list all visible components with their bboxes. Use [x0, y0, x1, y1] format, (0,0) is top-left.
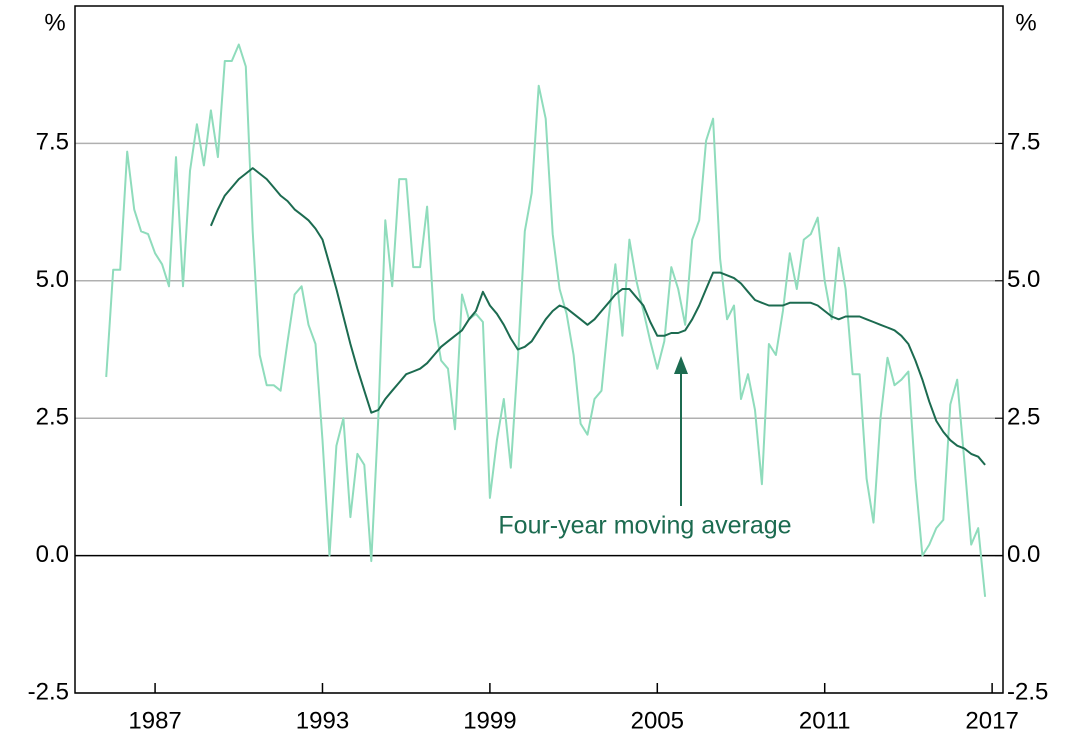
series-line [209, 167, 986, 466]
x-tick-label: 2011 [799, 707, 851, 734]
x-tick-label: 1999 [463, 707, 516, 734]
x-tick-label: 2017 [965, 707, 1018, 734]
x-tick-label: 2005 [631, 707, 684, 734]
y-unit-label: % [44, 9, 65, 36]
x-tick-label: 1993 [296, 707, 349, 734]
annotation: Four-year moving average [498, 512, 791, 540]
annotation-arrowhead [674, 356, 688, 374]
y-tick-label: 5.0 [36, 266, 69, 293]
y2-tick-label: 5.0 [1007, 266, 1040, 293]
y2-tick-label: 2.5 [1007, 404, 1040, 431]
y2-tick-label: 7.5 [1007, 129, 1040, 156]
y-tick-label: -2.5 [28, 678, 69, 705]
plot-frame [74, 5, 1004, 694]
y-tick-label: 2.5 [36, 404, 69, 431]
y-tick-label: 7.5 [36, 129, 69, 156]
x-tick-label: 1987 [128, 707, 181, 734]
y2-tick-label: 0.0 [1007, 541, 1040, 568]
y2-tick-label: -2.5 [1007, 678, 1048, 705]
y-tick-label: 0.0 [36, 541, 69, 568]
series-line [105, 43, 987, 597]
y2-unit-label: % [1015, 9, 1036, 36]
